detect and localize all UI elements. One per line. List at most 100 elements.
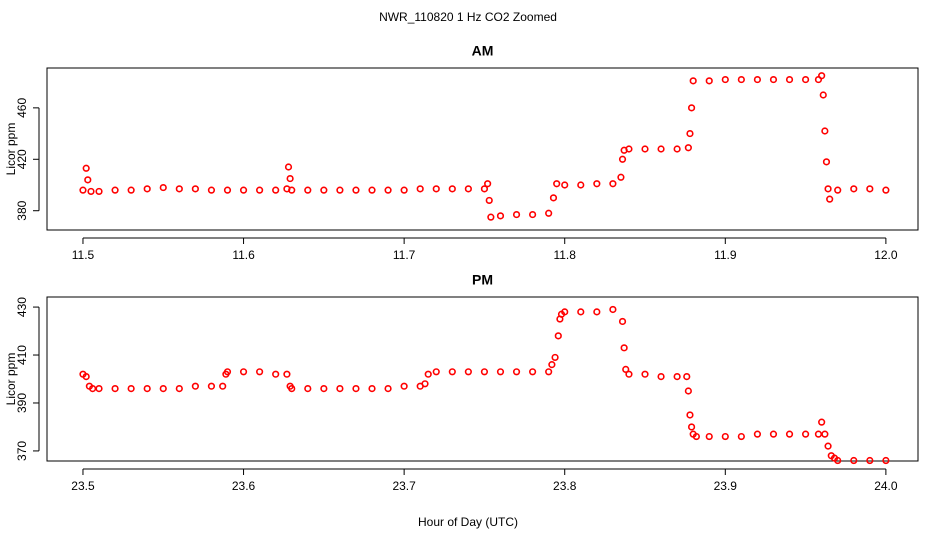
data-point [480, 368, 489, 376]
data-point [753, 430, 762, 438]
data-point [721, 432, 729, 441]
data-point [143, 384, 151, 393]
data-point [866, 185, 874, 193]
data-point [866, 456, 874, 465]
data-point [464, 185, 472, 193]
data-point [657, 373, 665, 381]
y-tick-label: 380 [15, 200, 29, 220]
data-point [127, 186, 135, 194]
data-point [705, 77, 713, 85]
data-point [850, 456, 858, 465]
data-point [496, 212, 505, 220]
data-point [834, 186, 842, 194]
data-point [143, 185, 151, 193]
y-tick-label: 420 [15, 149, 29, 169]
plot-frame [46, 67, 919, 231]
data-point [548, 361, 556, 369]
data-point [336, 384, 344, 393]
data-point [432, 185, 440, 193]
data-point [82, 373, 90, 381]
data-point [304, 186, 312, 194]
data-point [256, 368, 264, 376]
x-tick-label: 24.0 [874, 479, 898, 493]
data-point [95, 384, 103, 393]
data-point [79, 186, 87, 194]
y-tick-label: 430 [15, 297, 29, 317]
x-tick-label: 11.9 [714, 248, 737, 262]
data-point [191, 185, 199, 193]
data-point [529, 210, 537, 219]
data-point [400, 186, 408, 194]
y-axis-label: Licor ppm [4, 123, 18, 176]
data-point [553, 180, 561, 188]
data-point [618, 155, 627, 163]
data-point [609, 180, 617, 188]
data-point [801, 430, 810, 438]
data-point [737, 432, 745, 441]
data-point [686, 129, 694, 138]
data-point [368, 384, 376, 393]
data-point [785, 75, 794, 84]
data-point [818, 418, 826, 426]
data-point [239, 368, 248, 376]
data-point [620, 344, 628, 352]
data-point [432, 368, 440, 376]
data-point [577, 181, 585, 189]
data-point [336, 186, 344, 194]
data-point [89, 384, 97, 393]
x-tick-label: 23.6 [232, 479, 256, 493]
data-point [320, 384, 328, 393]
data-point [618, 317, 627, 326]
data-point [127, 384, 135, 393]
data-point [593, 308, 601, 316]
data-point [368, 186, 376, 194]
data-point [684, 144, 692, 152]
data-point [551, 353, 559, 362]
data-point [159, 384, 167, 393]
data-point [286, 174, 294, 183]
y-tick-label: 410 [15, 345, 29, 365]
data-point [384, 384, 392, 393]
data-point [84, 176, 92, 184]
data-point [577, 308, 585, 316]
data-point [617, 173, 625, 181]
data-point [400, 382, 408, 390]
data-point [111, 186, 119, 194]
data-point [686, 411, 694, 419]
data-point [826, 195, 834, 203]
data-point [673, 145, 681, 153]
data-point [609, 305, 617, 314]
x-tick-label: 23.8 [553, 479, 577, 493]
data-point [416, 185, 424, 193]
data-point [82, 164, 90, 172]
data-point [687, 423, 696, 431]
data-point [705, 432, 713, 441]
data-point [687, 104, 696, 112]
x-axis-label: Hour of Day (UTC) [418, 515, 518, 529]
data-point [529, 368, 537, 376]
data-point [384, 186, 392, 194]
data-point [818, 72, 826, 80]
data-point [352, 384, 360, 393]
data-point [223, 368, 232, 376]
data-point [87, 187, 95, 196]
data-point [283, 370, 291, 378]
y-tick-label: 370 [15, 441, 29, 461]
data-point [424, 370, 432, 378]
data-point [256, 186, 264, 194]
data-point [512, 210, 521, 219]
data-point [882, 456, 890, 465]
data-point [824, 442, 832, 450]
data-point [304, 384, 312, 393]
data-point [175, 384, 183, 393]
data-point [882, 186, 890, 194]
data-point [95, 187, 103, 196]
data-point [769, 75, 778, 84]
data-point [737, 75, 745, 84]
y-axis-label: Licor ppm [4, 353, 18, 406]
data-point [834, 456, 842, 465]
data-point [545, 368, 553, 376]
panel-title: AM [472, 43, 494, 59]
data-point [561, 308, 569, 316]
